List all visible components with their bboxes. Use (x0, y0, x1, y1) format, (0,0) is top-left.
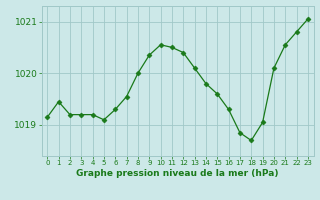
X-axis label: Graphe pression niveau de la mer (hPa): Graphe pression niveau de la mer (hPa) (76, 169, 279, 178)
